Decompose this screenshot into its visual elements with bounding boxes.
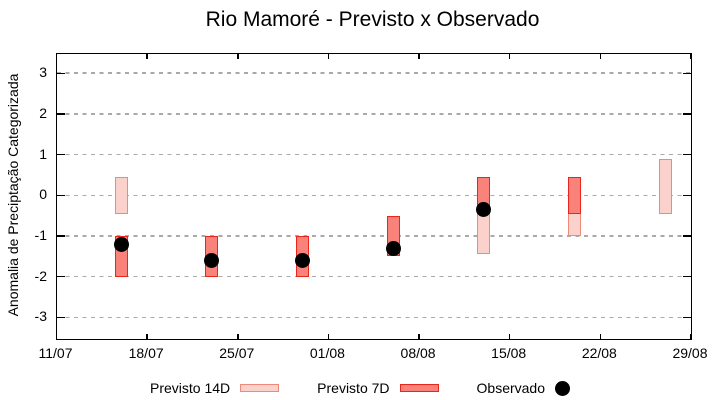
legend-label: Observado <box>476 380 545 396</box>
y-axis-tick <box>683 72 691 75</box>
observado-point <box>204 252 220 268</box>
x-axis-tick <box>146 334 148 339</box>
x-axis-tick <box>508 334 511 339</box>
x-axis-tick <box>599 334 602 339</box>
legend-swatch-box <box>240 384 280 392</box>
x-tick-label: 25/07 <box>219 345 255 361</box>
x-axis-tick <box>327 53 330 59</box>
chart-title: Rio Mamoré - Previsto x Observado <box>205 8 540 31</box>
x-tick-label: 22/08 <box>581 345 617 361</box>
y-tick-label: 1 <box>39 145 47 162</box>
y-axis-tick <box>683 275 691 278</box>
y-axis-tick <box>56 275 65 278</box>
x-axis-tick <box>508 53 511 59</box>
gridline <box>56 113 691 115</box>
observado-point <box>295 252 311 268</box>
plot-area <box>55 52 692 340</box>
gridline <box>56 275 691 278</box>
x-axis-tick <box>418 334 420 339</box>
y-axis-tick <box>683 235 691 237</box>
legend-swatch-dot <box>555 380 570 396</box>
x-axis-tick <box>690 334 692 339</box>
x-axis-tick <box>55 53 58 59</box>
y-axis-tick <box>56 72 65 75</box>
legend-item: Previsto 14D <box>150 380 280 396</box>
x-tick-label: 18/07 <box>128 345 164 361</box>
legend-label: Previsto 14D <box>150 380 231 396</box>
y-axis-tick <box>683 316 691 319</box>
y-tick-label: 3 <box>39 64 47 81</box>
x-tick-label: 01/08 <box>309 345 345 361</box>
y-tick-label: -1 <box>34 226 47 243</box>
legend-label: Previsto 7D <box>317 380 390 396</box>
y-tick-label: 2 <box>39 104 47 121</box>
x-axis-tick <box>146 53 148 59</box>
legend: Previsto 14D Previsto 7D Observado <box>0 377 720 399</box>
gridline <box>56 235 691 237</box>
x-tick-label: 29/08 <box>672 345 708 361</box>
previsto-14d-bar <box>658 158 672 214</box>
x-axis-tick <box>690 53 692 59</box>
x-axis-tick <box>55 334 58 339</box>
x-axis-tick <box>327 334 330 339</box>
observado-point <box>385 240 401 256</box>
y-tick-label: -3 <box>34 308 47 325</box>
x-tick-label: 08/08 <box>400 345 436 361</box>
y-axis-tick <box>56 153 65 156</box>
y-axis-tick <box>56 235 65 237</box>
y-axis-tick <box>683 113 691 115</box>
gridline <box>56 316 691 319</box>
x-tick-label: 15/08 <box>491 345 527 361</box>
y-tick-label: -2 <box>34 267 47 284</box>
legend-item: Previsto 7D <box>317 380 439 396</box>
observado-point <box>113 236 129 252</box>
x-axis-tick <box>237 334 239 339</box>
y-axis-tick <box>683 194 691 197</box>
y-axis-tick <box>56 113 65 115</box>
legend-item: Observado <box>477 380 570 396</box>
x-axis-tick <box>418 53 420 59</box>
y-axis-tick <box>56 316 65 319</box>
y-axis-tick <box>683 153 691 156</box>
y-tick-label: 0 <box>39 186 47 203</box>
x-tick-label: 11/07 <box>38 345 73 361</box>
previsto-7d-bar <box>567 176 581 214</box>
x-axis-tick <box>599 53 602 59</box>
gridline <box>56 194 691 197</box>
x-axis-tick <box>237 53 239 59</box>
y-axis-tick <box>56 194 65 197</box>
observado-point <box>476 202 492 218</box>
gridline <box>56 153 691 156</box>
previsto-14d-bar <box>114 176 128 214</box>
legend-swatch-box <box>399 384 439 392</box>
gridline <box>56 72 691 75</box>
